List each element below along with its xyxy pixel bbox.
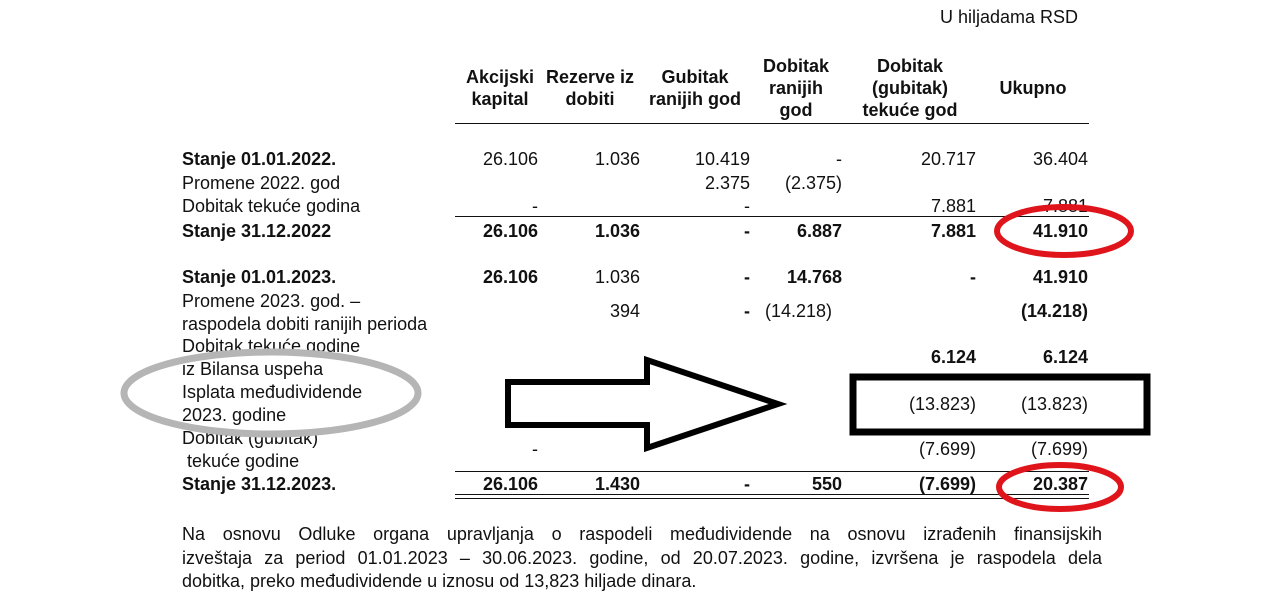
footnote-line: Na osnovu Odluke organa upravljanja o ra…: [182, 524, 1102, 544]
cell: -: [532, 439, 538, 459]
cell: 1.036: [594, 267, 640, 287]
grey-ellipse-annotation: [120, 348, 422, 438]
cell: 2.375: [704, 173, 750, 193]
cell: 1.430: [594, 474, 640, 494]
cell: -: [744, 196, 750, 216]
cell: (7.699): [918, 439, 976, 459]
row-label: Stanje 31.12.2022: [182, 221, 332, 241]
col-header-rezerve: Rezerve iz dobiti: [545, 67, 635, 109]
red-ellipse-annotation-2023: [996, 462, 1124, 512]
row-label: Isplata međudividende: [182, 382, 363, 402]
cell: 7.881: [930, 196, 976, 216]
cell: -: [836, 149, 842, 169]
footnote-line: izveštaja za period 01.01.2023 – 30.06.2…: [182, 547, 1102, 568]
cell: (14.218): [1020, 301, 1088, 321]
cell: 26.106: [482, 149, 538, 169]
cell: -: [970, 267, 976, 287]
cell: -: [744, 474, 750, 494]
row-label: Promene 2023. god. –: [182, 291, 361, 311]
col-header-gubitak: Gubitak ranijih god: [649, 67, 741, 109]
cell: 6.124: [930, 347, 976, 367]
total-double-rule-bottom: [455, 498, 1089, 499]
cell: (2.375): [784, 173, 842, 193]
cell: (7.699): [918, 474, 976, 494]
col-header-ukupno: Ukupno: [999, 78, 1067, 98]
cell: 1.036: [594, 221, 640, 241]
cell: 41.910: [1032, 267, 1088, 287]
col-header-akcijski-kapital: Akcijski kapital: [465, 67, 535, 109]
footnote-paragraph: Na osnovu Odluke organa upravljanja o ra…: [182, 523, 1102, 594]
unit-note: U hiljadama RSD: [940, 7, 1079, 27]
cell: 394: [609, 301, 640, 321]
cell: 26.106: [482, 267, 538, 287]
cell: 26.106: [482, 221, 538, 241]
row-label: Dobitak tekuće godina: [182, 196, 361, 216]
cell: 7.881: [930, 221, 976, 241]
cell: 20.387: [1032, 474, 1088, 494]
cell: 550: [811, 474, 842, 494]
cell: -: [532, 196, 538, 216]
col-header-dobitak-ranijih: Dobitak ranijih god: [762, 56, 829, 120]
header-rule: [455, 123, 1089, 124]
cell: 6.124: [1042, 347, 1088, 367]
cell: (13.823): [1020, 394, 1088, 414]
cell: (13.823): [908, 394, 976, 414]
cell: -: [744, 301, 750, 321]
box-annotation: [849, 373, 1151, 436]
cell: -: [744, 221, 750, 241]
cell: 41.910: [1032, 221, 1088, 241]
cell: 1.036: [594, 149, 640, 169]
cell: (14.218): [764, 301, 832, 321]
subtotal-rule: [455, 216, 1089, 217]
row-label: Stanje 01.01.2023.: [182, 267, 337, 287]
row-label: tekuće godine: [182, 451, 300, 471]
cell: 26.106: [482, 474, 538, 494]
cell: 10.419: [694, 149, 750, 169]
cell: 14.768: [786, 267, 842, 287]
row-label: Stanje 31.12.2023.: [182, 474, 337, 494]
cell: 20.717: [920, 149, 976, 169]
row-label: raspodela dobiti ranijih perioda: [182, 314, 428, 334]
footnote-line: dobitka, preko međudividende u iznosu od…: [182, 571, 697, 591]
row-label: Promene 2022. god: [182, 173, 341, 193]
cell: 6.887: [796, 221, 842, 241]
col-header-dobitak-tekuce: Dobitak (gubitak) tekuće god: [862, 56, 958, 120]
cell: 36.404: [1032, 149, 1088, 169]
cell: -: [744, 267, 750, 287]
cell: (7.699): [1030, 439, 1088, 459]
subtotal-rule: [455, 471, 1089, 472]
arrow-annotation: [505, 355, 788, 453]
total-double-rule-top: [455, 494, 1089, 495]
red-ellipse-annotation-2022: [994, 204, 1134, 258]
row-label: iz Bilansa uspeha: [182, 359, 324, 379]
row-label: 2023. godine: [182, 405, 287, 425]
row-label: Stanje 01.01.2022.: [182, 149, 337, 169]
